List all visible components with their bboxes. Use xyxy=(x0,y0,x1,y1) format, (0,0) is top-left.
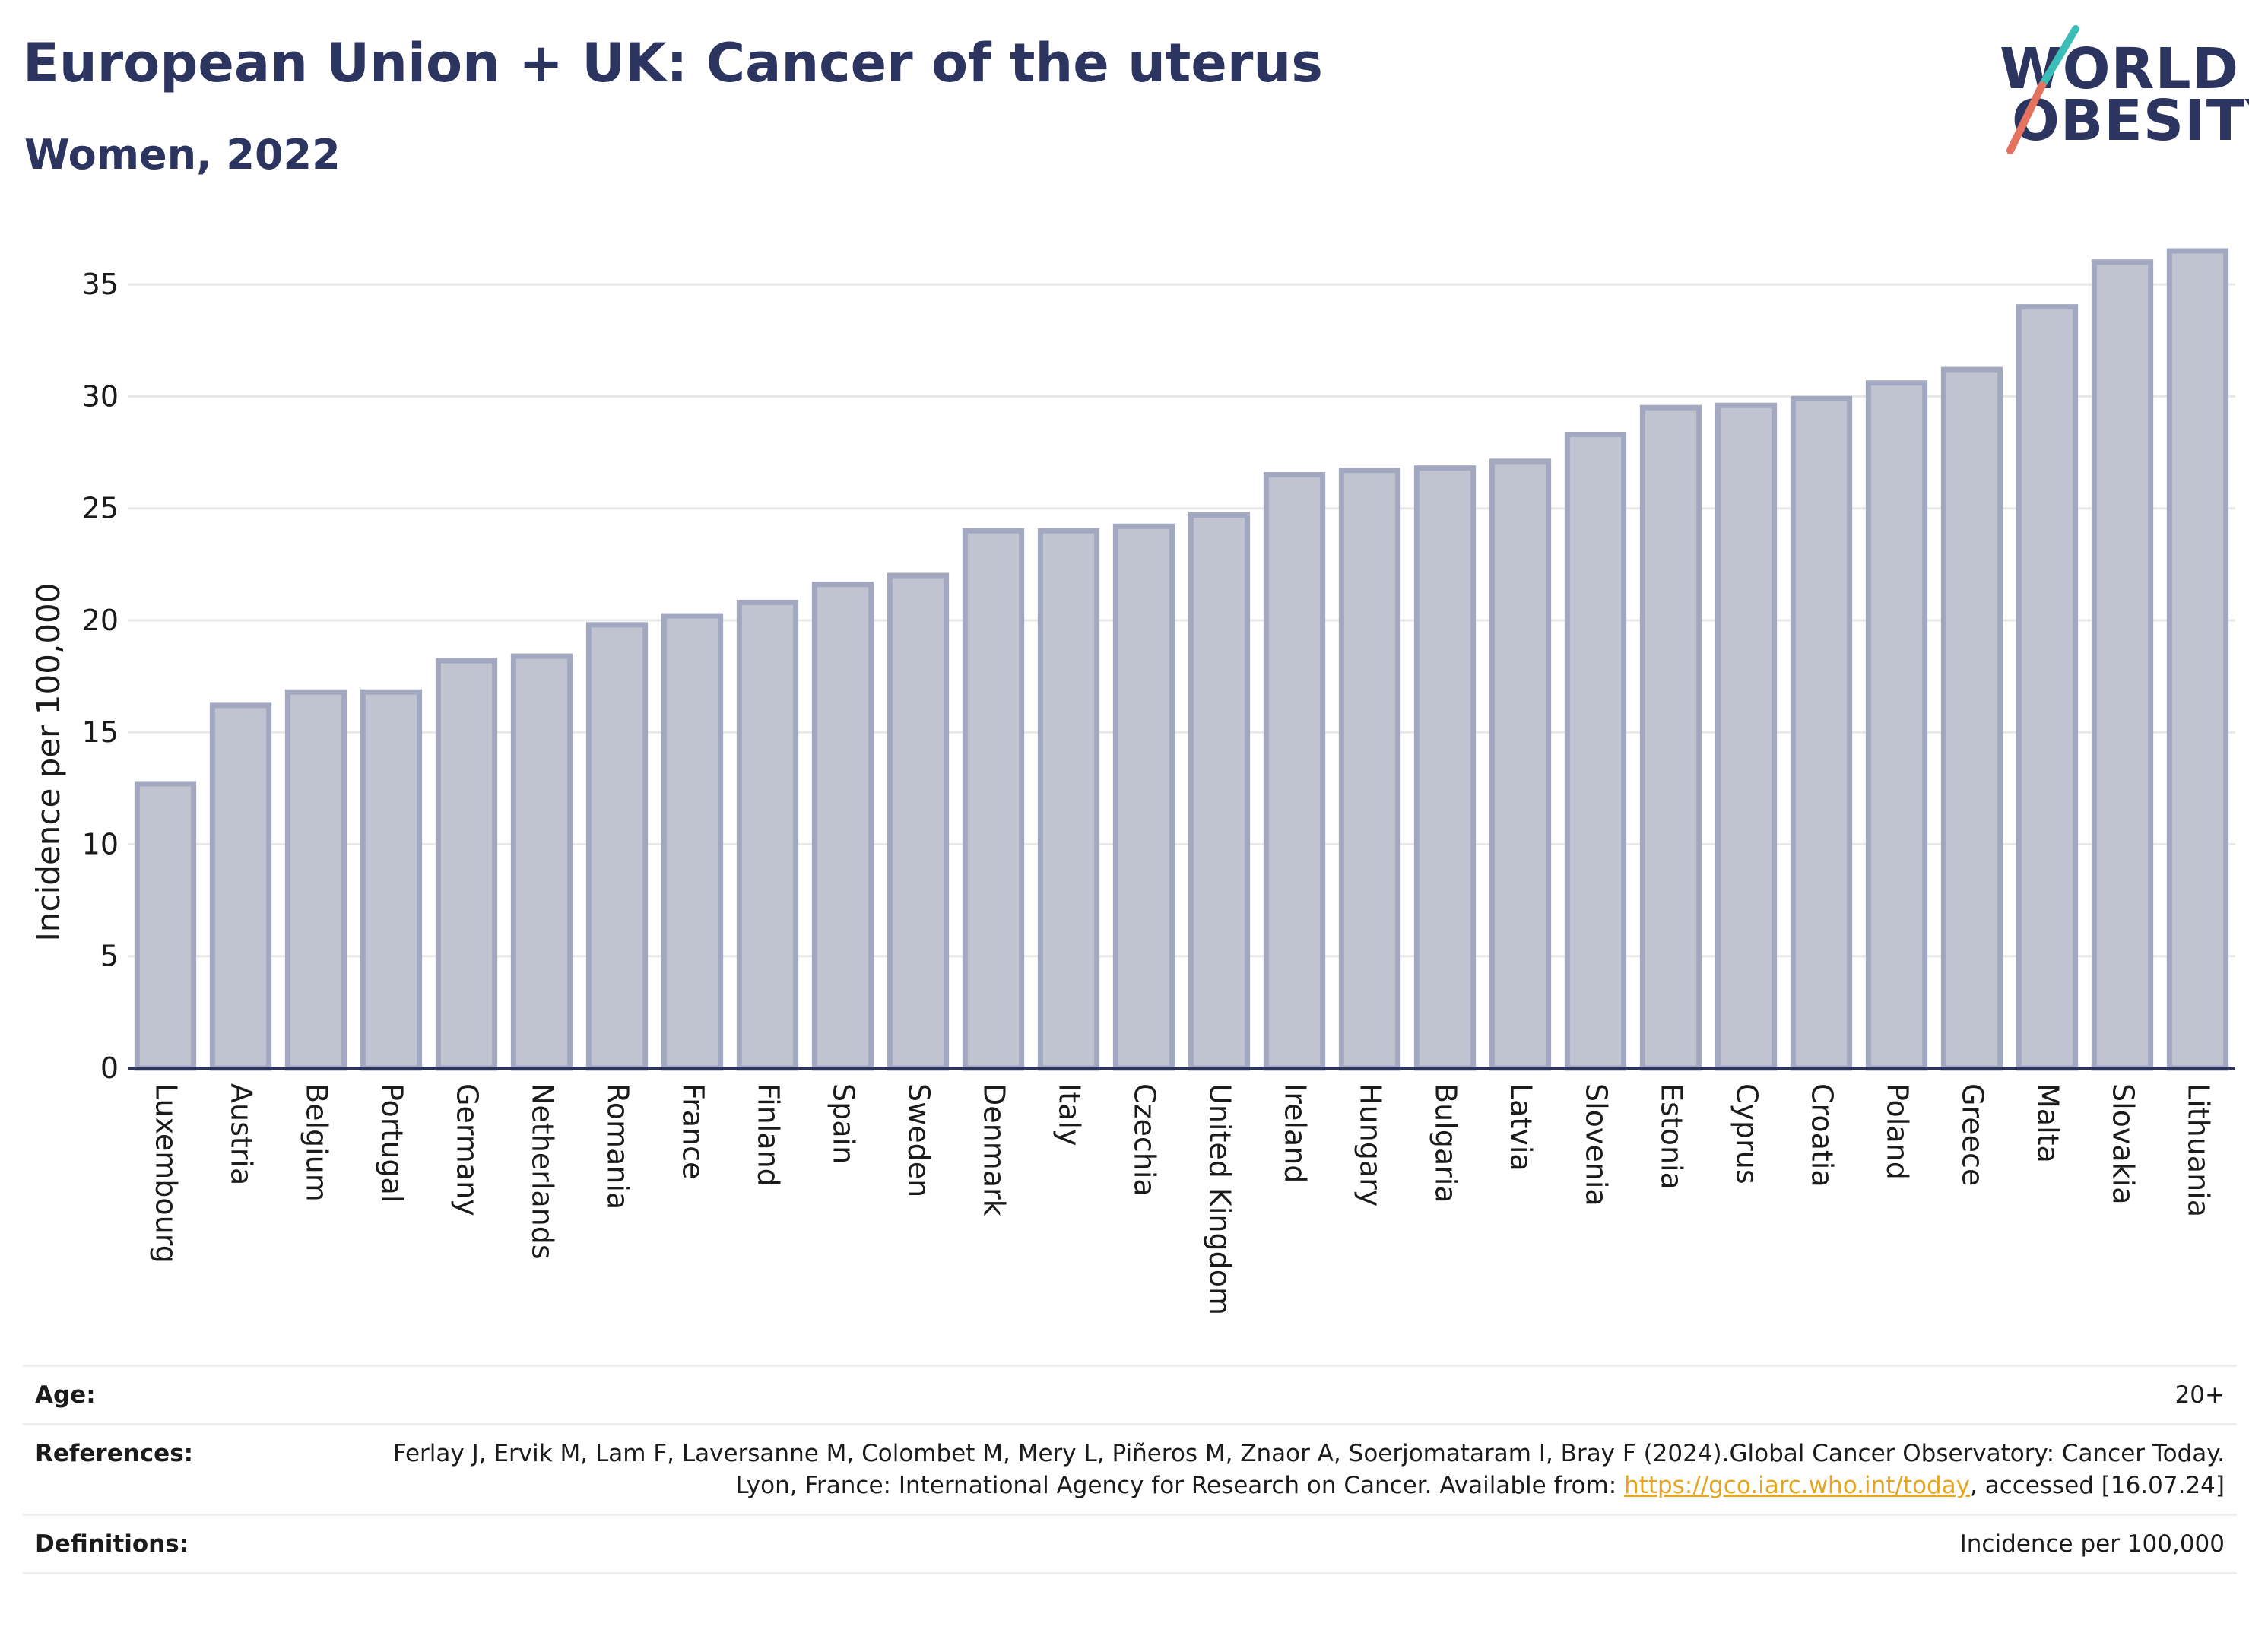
bar xyxy=(1188,512,1251,1071)
logo-text-obesity: OBESITY xyxy=(2012,88,2249,154)
bar xyxy=(811,582,874,1071)
y-tick-label: 25 xyxy=(82,492,119,525)
bar xyxy=(360,689,423,1071)
x-tick-label: Romania xyxy=(601,1083,635,1210)
footer-row-definitions: Definitions: Incidence per 100,000 xyxy=(23,1514,2237,1574)
references-suffix: , accessed [16.07.24] xyxy=(1969,1472,2225,1499)
chart-title: European Union + UK: Cancer of the uteru… xyxy=(23,32,1323,94)
bar xyxy=(284,689,347,1071)
bar xyxy=(1715,402,1778,1071)
y-tick-label: 15 xyxy=(82,715,119,749)
definitions-label: Definitions: xyxy=(35,1530,189,1558)
bar xyxy=(1263,472,1326,1071)
x-tick-label: Bulgaria xyxy=(1429,1083,1463,1203)
bar xyxy=(1564,432,1627,1071)
y-tick-label: 5 xyxy=(100,940,119,973)
y-tick-label: 10 xyxy=(82,827,119,861)
bar xyxy=(585,622,649,1071)
bar-chart: 0 5 10 15 20 25 30 35 Incidence per 100,000 Luxem… xyxy=(30,248,2235,1315)
bar xyxy=(1037,528,1100,1071)
bar xyxy=(2166,248,2229,1071)
bar xyxy=(736,599,799,1071)
bar xyxy=(435,658,498,1071)
x-tick-label: Sweden xyxy=(902,1083,936,1197)
logo-slash-icon xyxy=(2006,25,2079,154)
x-tick-label: Latvia xyxy=(1505,1083,1538,1172)
x-tick-label: Spain xyxy=(827,1083,861,1164)
chart-footer: Age: 20+ References: Ferlay J, Ervik M, … xyxy=(23,1365,2237,1574)
x-tick-label: Austria xyxy=(225,1083,259,1185)
x-tick-label: Italy xyxy=(1053,1083,1086,1146)
x-tick-label: Ireland xyxy=(1279,1083,1312,1183)
bar xyxy=(1112,523,1175,1071)
x-tick-label: Finland xyxy=(752,1083,785,1187)
x-tick-label: Croatia xyxy=(1806,1083,1839,1187)
age-label: Age: xyxy=(35,1381,96,1409)
bar xyxy=(1790,395,1853,1071)
bar xyxy=(1940,366,2003,1071)
bar xyxy=(1338,468,1401,1071)
footer-row-age: Age: 20+ xyxy=(23,1365,2237,1423)
x-tick-label: United Kingdom xyxy=(1204,1083,1237,1315)
references-text: Ferlay J, Ervik M, Lam F, Laversanne M, … xyxy=(392,1440,2225,1499)
x-tick-label: Czechia xyxy=(1128,1083,1162,1197)
bar xyxy=(209,702,272,1071)
references-value: Ferlay J, Ervik M, Lam F, Laversanne M, … xyxy=(347,1438,2225,1501)
x-tick-label: Denmark xyxy=(978,1083,1011,1216)
bar xyxy=(1639,404,1702,1071)
x-tick-label: Slovenia xyxy=(1580,1083,1613,1206)
bar xyxy=(2016,304,2079,1071)
bar xyxy=(962,528,1025,1071)
x-tick-label: Belgium xyxy=(300,1083,334,1202)
x-tick-label: Slovakia xyxy=(2107,1083,2140,1205)
x-tick-label: Hungary xyxy=(1354,1083,1388,1206)
x-tick-label: Cyprus xyxy=(1730,1083,1764,1184)
x-tick-label: France xyxy=(677,1083,710,1179)
world-obesity-logo: WORLD OBESITY xyxy=(1969,21,2249,166)
x-tick-label: Greece xyxy=(1956,1083,1990,1186)
bar xyxy=(134,781,197,1071)
x-tick-label: Portugal xyxy=(376,1083,409,1203)
bar xyxy=(2091,259,2154,1071)
y-tick-label: 20 xyxy=(82,604,119,637)
bar xyxy=(1489,458,1552,1071)
x-tick-label: Germany xyxy=(451,1083,484,1216)
footer-row-references: References: Ferlay J, Ervik M, Lam F, La… xyxy=(23,1423,2237,1514)
chart-subtitle: Women, 2022 xyxy=(24,131,341,179)
x-tick-label: Luxembourg xyxy=(150,1083,183,1264)
y-tick-label: 0 xyxy=(100,1051,119,1085)
y-axis-title: Incidence per 100,000 xyxy=(30,583,67,942)
bar xyxy=(887,572,950,1071)
x-tick-label: Estonia xyxy=(1655,1083,1689,1190)
bar xyxy=(510,653,573,1071)
bar xyxy=(1865,380,1928,1071)
y-tick-label: 35 xyxy=(82,268,119,301)
x-tick-label: Netherlands xyxy=(526,1083,560,1260)
y-tick-label: 30 xyxy=(82,379,119,413)
bar xyxy=(1413,465,1477,1071)
definitions-value: Incidence per 100,000 xyxy=(1959,1530,2225,1558)
x-tick-label: Poland xyxy=(1881,1083,1914,1180)
references-label: References: xyxy=(35,1440,194,1467)
x-tick-label: Lithuania xyxy=(2182,1083,2216,1217)
x-tick-label: Malta xyxy=(2032,1083,2065,1163)
references-link[interactable]: https://gco.iarc.who.int/today xyxy=(1624,1472,1970,1499)
age-value: 20+ xyxy=(2174,1381,2225,1409)
bar xyxy=(661,613,724,1071)
